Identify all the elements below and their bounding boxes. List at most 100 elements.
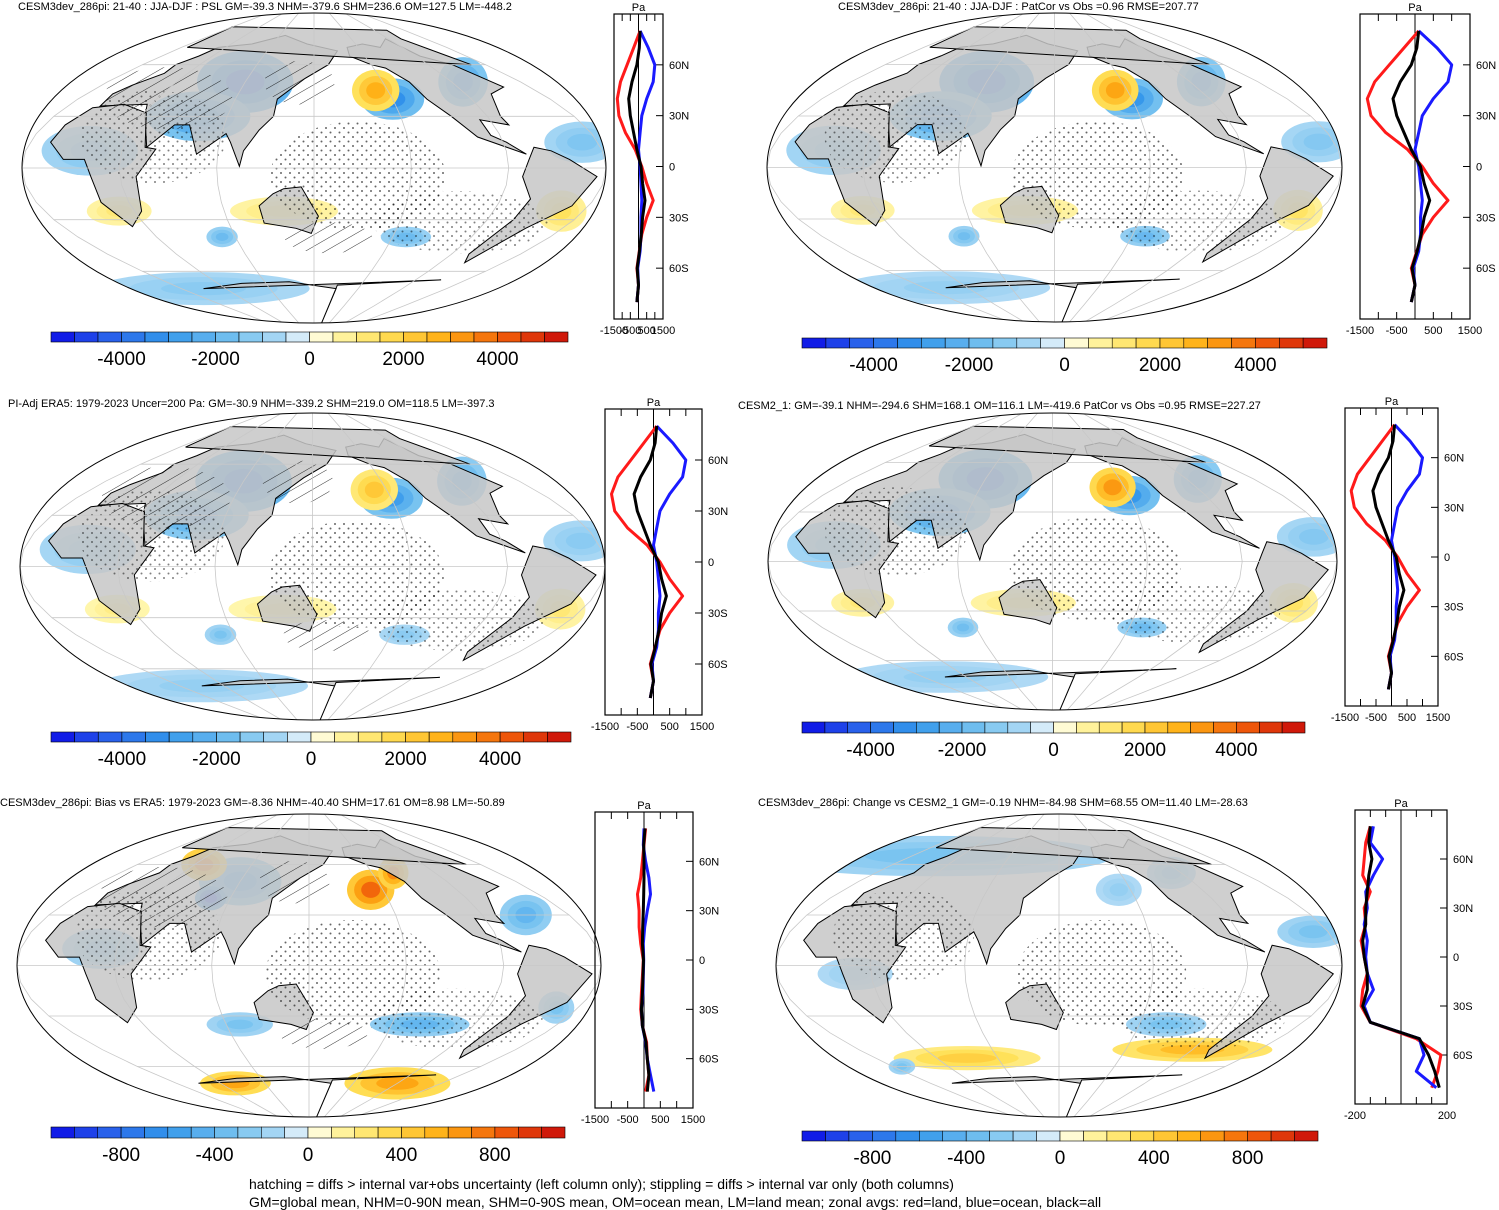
colorbar-swatch: [915, 721, 940, 734]
colorbar-swatch: [1302, 337, 1328, 349]
colorbar-tick-label: -400: [196, 1145, 234, 1166]
colorbar-tick-label: -2000: [945, 355, 994, 376]
anomaly-blob-11: [956, 623, 970, 632]
colorbar-swatch: [1053, 721, 1077, 734]
colorbar-tick-label: 400: [386, 1145, 418, 1166]
footer-line-1: hatching = diffs > internal var+obs unce…: [249, 1176, 954, 1192]
colorbar-swatch: [379, 331, 404, 343]
anomaly-blob-5: [364, 481, 384, 498]
colorbar-tick-label: 0: [1059, 355, 1070, 376]
colorbar-swatch: [801, 721, 826, 734]
colorbar-swatch: [473, 331, 498, 343]
colorbar-swatch: [310, 731, 335, 743]
colorbar-swatch: [984, 721, 1009, 734]
colorbar-tick-label: 4000: [476, 349, 518, 370]
profile-lat-label: 60S: [708, 659, 728, 671]
profile-value-label: -500: [1386, 325, 1408, 337]
map-panel-6: [775, 813, 1343, 1118]
colorbar-6: -800 -400 0 400 800: [801, 1130, 1319, 1169]
profile-lat-label: 30N: [708, 506, 728, 518]
colorbar-swatch: [145, 731, 170, 743]
colorbar-swatch: [1236, 721, 1260, 734]
colorbar-swatch: [447, 1126, 472, 1139]
zonal-profile-6: 60N 30N 0 30S 60S -200 200 Pa: [1344, 798, 1473, 1122]
profile-lat-label: 30S: [669, 212, 689, 224]
colorbar-swatch: [1098, 721, 1123, 734]
zonal-profile-3: 60N 30N 0 30S 60S -1500 -500 500 1500 Pa: [591, 397, 728, 733]
colorbar-swatch: [120, 1126, 145, 1139]
colorbar-swatch: [1200, 1130, 1225, 1142]
profile-lat-label: 0: [669, 162, 675, 174]
map-outline: [775, 813, 1343, 1118]
profile-line-all: [1391, 30, 1432, 303]
colorbar-tick-label: -4000: [98, 749, 147, 770]
anomaly-blob-11: [215, 232, 229, 241]
hatch-region: [259, 860, 330, 904]
profile-line-all: [627, 30, 647, 303]
colorbar-swatch: [849, 337, 874, 349]
colorbar-swatch: [547, 731, 572, 743]
profile-lat-label: 30N: [669, 111, 689, 123]
hatch-region: [283, 620, 371, 651]
map-field: [17, 814, 601, 1117]
colorbar-swatch: [168, 731, 194, 743]
colorbar-swatch: [428, 731, 454, 743]
colorbar-swatch: [1153, 1130, 1178, 1142]
profile-value-label: -1500: [1346, 325, 1374, 337]
gridline-longitude: [117, 413, 283, 720]
colorbar-swatch: [190, 1126, 215, 1139]
colorbar-swatch: [471, 1126, 496, 1139]
profile-line-all: [1361, 826, 1441, 1089]
profile-lat-label: 60S: [1444, 651, 1464, 663]
profile-line-ocean: [1409, 29, 1454, 303]
gridline-longitude: [327, 413, 411, 720]
profile-lines: [610, 424, 688, 699]
colorbar-tick-label: 2000: [384, 749, 426, 770]
colorbar-tick-label: 2000: [382, 349, 424, 370]
profile-line-all: [632, 425, 668, 699]
profile-value-label: -1500: [1331, 712, 1359, 724]
colorbar-tick-label: -2000: [192, 749, 241, 770]
colorbar-swatch: [893, 721, 917, 734]
colorbar-swatch: [1030, 721, 1054, 734]
hatch-region: [98, 867, 228, 928]
colorbar-swatch: [1247, 1130, 1272, 1142]
colorbar-swatch: [50, 331, 75, 343]
profile-value-label: -500: [619, 325, 641, 337]
gridline-longitude: [354, 814, 601, 1117]
colorbar-swatch: [517, 1126, 542, 1139]
profile-value-label: 1500: [1426, 712, 1450, 724]
colorbar-swatch: [167, 1126, 192, 1139]
colorbar-swatch: [426, 331, 451, 343]
profile-lat-label: 0: [708, 557, 714, 569]
colorbar-swatch: [848, 1130, 873, 1142]
colorbar-swatch: [334, 731, 359, 743]
profile-value-label: 1500: [681, 1114, 705, 1126]
colorbar-tick-label: 0: [1055, 1148, 1066, 1169]
land-greenland: [928, 425, 1206, 463]
profile-lines: [1365, 29, 1454, 303]
colorbar-tick-label: -800: [102, 1145, 140, 1166]
profile-value-label: -1500: [600, 325, 628, 337]
colorbar-tick-label: 0: [1048, 740, 1059, 761]
land-greenland: [935, 826, 1212, 865]
colorbar-swatch: [381, 731, 406, 743]
profile-lat-label: 60S: [1453, 1050, 1473, 1062]
panel-title-5: CESM3dev_286pi: Bias vs ERA5: 1979-2023 …: [0, 797, 505, 809]
colorbar-swatch: [121, 731, 146, 743]
profile-line-ocean: [1386, 423, 1424, 690]
colorbar-swatch: [1121, 721, 1146, 734]
colorbar-swatch: [895, 1130, 920, 1142]
colorbar-swatch: [965, 1130, 991, 1142]
colorbar-swatch: [1016, 337, 1041, 349]
colorbar-swatch: [1213, 721, 1237, 734]
profile-value-label: 1500: [690, 721, 714, 733]
colorbar-swatch: [1281, 721, 1306, 734]
colorbar-swatch: [97, 1126, 122, 1139]
profile-lat-label: 30S: [1444, 602, 1464, 614]
colorbar-swatch: [801, 1130, 826, 1142]
colorbar-tick-label: 400: [1138, 1148, 1170, 1169]
colorbar-swatch: [494, 1126, 519, 1139]
colorbar-swatch: [309, 331, 334, 343]
